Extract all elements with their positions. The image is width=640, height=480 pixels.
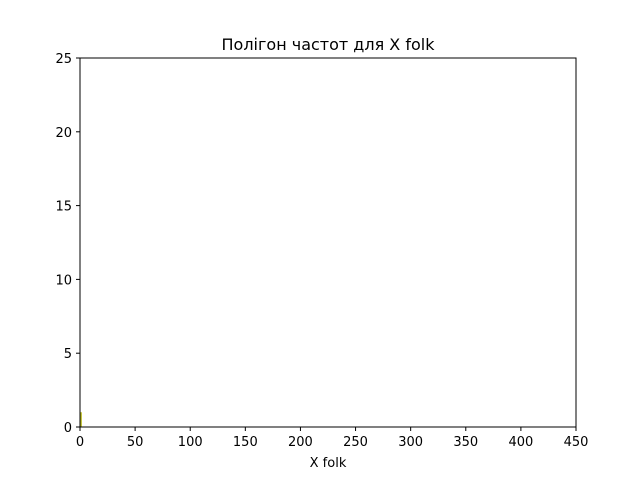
x-tick-label: 300 bbox=[398, 435, 423, 450]
y-tick-label: 25 bbox=[55, 52, 72, 67]
x-tick-label: 400 bbox=[508, 435, 533, 450]
x-axis-label: X folk bbox=[310, 456, 347, 471]
y-tick-label: 15 bbox=[55, 200, 72, 215]
y-tick-label: 0 bbox=[64, 421, 72, 436]
y-tick-label: 20 bbox=[55, 126, 72, 141]
y-axis: 0 5 10 15 20 25 bbox=[55, 52, 80, 436]
plot-frame bbox=[79, 57, 577, 428]
x-tick-label: 250 bbox=[343, 435, 368, 450]
y-tick-label: 10 bbox=[55, 273, 72, 288]
x-tick-label: 150 bbox=[233, 435, 258, 450]
y-tick-label: 5 bbox=[64, 347, 72, 362]
x-tick-label: 200 bbox=[288, 435, 313, 450]
x-axis: 0 50 100 150 200 250 300 350 400 450 bbox=[76, 427, 589, 450]
x-tick-label: 350 bbox=[453, 435, 478, 450]
plot-area-background bbox=[80, 58, 576, 427]
chart-title: Полігон частот для X folk bbox=[222, 35, 436, 54]
x-tick-label: 0 bbox=[76, 435, 84, 450]
x-tick-label: 450 bbox=[564, 435, 589, 450]
x-tick-label: 100 bbox=[178, 435, 203, 450]
x-tick-label: 50 bbox=[127, 435, 144, 450]
